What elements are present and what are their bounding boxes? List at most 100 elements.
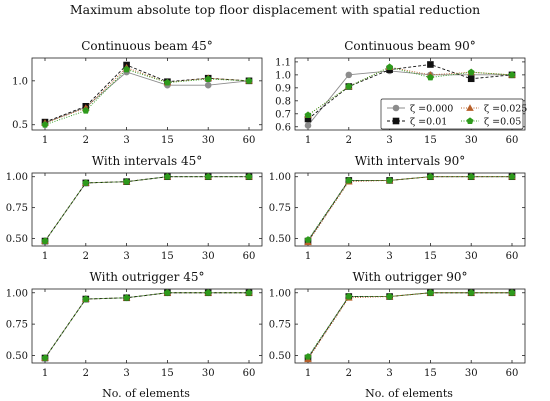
x-tick-label: 3	[386, 368, 392, 379]
data-point	[426, 289, 434, 296]
data-point	[467, 75, 475, 83]
y-tick-label: 0.50	[6, 351, 28, 362]
y-tick-label: 1.0	[275, 70, 291, 81]
y-tick-label: 0.7	[275, 109, 291, 120]
x-tick-label: 15	[424, 368, 437, 379]
data-point	[508, 173, 516, 180]
series-square	[304, 289, 516, 362]
data-point	[467, 68, 475, 76]
series-circle	[41, 68, 253, 127]
data-point	[204, 289, 212, 296]
x-tick-label: 1	[305, 135, 311, 146]
y-tick-label: 0.6	[275, 122, 291, 133]
series-triangle	[41, 63, 253, 126]
data-point	[163, 78, 171, 86]
data-point	[82, 295, 90, 302]
x-tick-label: 30	[465, 135, 478, 146]
data-point	[345, 82, 353, 90]
data-point	[163, 289, 171, 296]
x-tick-label: 60	[243, 368, 256, 379]
y-tick-label: 0.75	[6, 320, 28, 331]
series-line	[307, 292, 512, 357]
series-line	[307, 176, 512, 243]
x-tick-label: 60	[506, 251, 519, 262]
y-tick-label: 0.8	[275, 96, 291, 107]
data-point	[82, 107, 90, 114]
y-tick-label: 0.50	[6, 234, 28, 245]
data-point	[204, 75, 212, 83]
x-tick-label: 30	[202, 251, 215, 262]
subplot-title: With intervals 45°	[92, 154, 203, 168]
legend-label: ζ =0.01	[410, 117, 447, 128]
series-pentagon	[41, 65, 253, 128]
x-tick-label: 15	[161, 135, 174, 146]
series-square	[41, 173, 253, 245]
series-circle	[304, 289, 516, 362]
series-pentagon	[304, 173, 516, 243]
legend: ζ =0.000 ζ =0.025 ζ =0.01 ζ =0.05	[380, 98, 527, 130]
data-point	[123, 294, 131, 301]
data-point	[304, 353, 312, 360]
series-circle	[41, 289, 253, 362]
series-line	[44, 176, 249, 242]
subplot-1: Continuous beam 45° 0.5 1.0 1 2 3 15 30 60	[12, 39, 263, 146]
series-line	[44, 292, 249, 359]
axes-frame	[294, 57, 526, 131]
y-tick-label: 0.75	[269, 320, 291, 331]
x-tick-label: 60	[506, 368, 519, 379]
x-tick-label: 2	[83, 251, 89, 262]
x-tick-label: 2	[346, 368, 352, 379]
axes-frame	[31, 288, 263, 364]
x-tick-label: 2	[346, 135, 352, 146]
x-tick-label: 60	[243, 135, 256, 146]
x-tick-label: 3	[123, 135, 129, 146]
x-axis-label-right: No. of elements	[365, 387, 453, 400]
data-point	[82, 179, 90, 186]
series-line	[307, 176, 512, 242]
y-tick-label: 1.00	[6, 288, 28, 299]
series-pentagon	[41, 289, 253, 361]
series-square	[304, 173, 516, 245]
legend-marker	[466, 104, 474, 111]
y-tick-label: 0.9	[275, 83, 291, 94]
axes-frame	[31, 57, 263, 131]
series-triangle	[304, 172, 516, 246]
series-line	[44, 68, 250, 126]
data-point	[123, 178, 131, 185]
data-point	[163, 173, 171, 180]
data-point	[467, 289, 475, 296]
data-point	[41, 354, 49, 361]
x-tick-label: 3	[123, 251, 129, 262]
x-tick-label: 30	[465, 251, 478, 262]
data-point	[245, 173, 253, 180]
x-tick-label: 1	[305, 368, 311, 379]
subplot-title: With intervals 90°	[355, 154, 466, 168]
series-line	[307, 176, 512, 242]
subplot-4: With intervals 90° 0.50 0.75 1.00 1 2 3 15 30 60	[269, 154, 526, 262]
x-tick-label: 2	[83, 135, 89, 146]
x-tick-label: 3	[386, 135, 392, 146]
legend-marker	[392, 117, 400, 125]
x-tick-label: 60	[506, 135, 519, 146]
data-point	[467, 173, 475, 180]
series-line	[307, 66, 513, 116]
axes-frame	[31, 172, 263, 247]
axes-frame	[294, 172, 526, 247]
figure-suptitle: Maximum absolute top floor displacement …	[70, 2, 480, 17]
y-tick-label: 1.00	[269, 172, 291, 183]
data-point	[386, 63, 394, 71]
y-tick-label: 0.75	[6, 203, 28, 214]
data-point	[41, 237, 49, 244]
series-line	[44, 176, 249, 242]
subplot-title: With outrigger 45°	[90, 270, 205, 284]
x-tick-label: 1	[42, 368, 48, 379]
x-tick-label: 1	[305, 251, 311, 262]
y-tick-label: 1.00	[6, 172, 28, 183]
data-point	[245, 77, 253, 84]
data-point	[508, 289, 516, 296]
series-square	[41, 289, 253, 362]
x-tick-label: 2	[83, 368, 89, 379]
legend-label: ζ =0.000	[410, 104, 453, 115]
y-tick-label: 0.75	[269, 203, 291, 214]
